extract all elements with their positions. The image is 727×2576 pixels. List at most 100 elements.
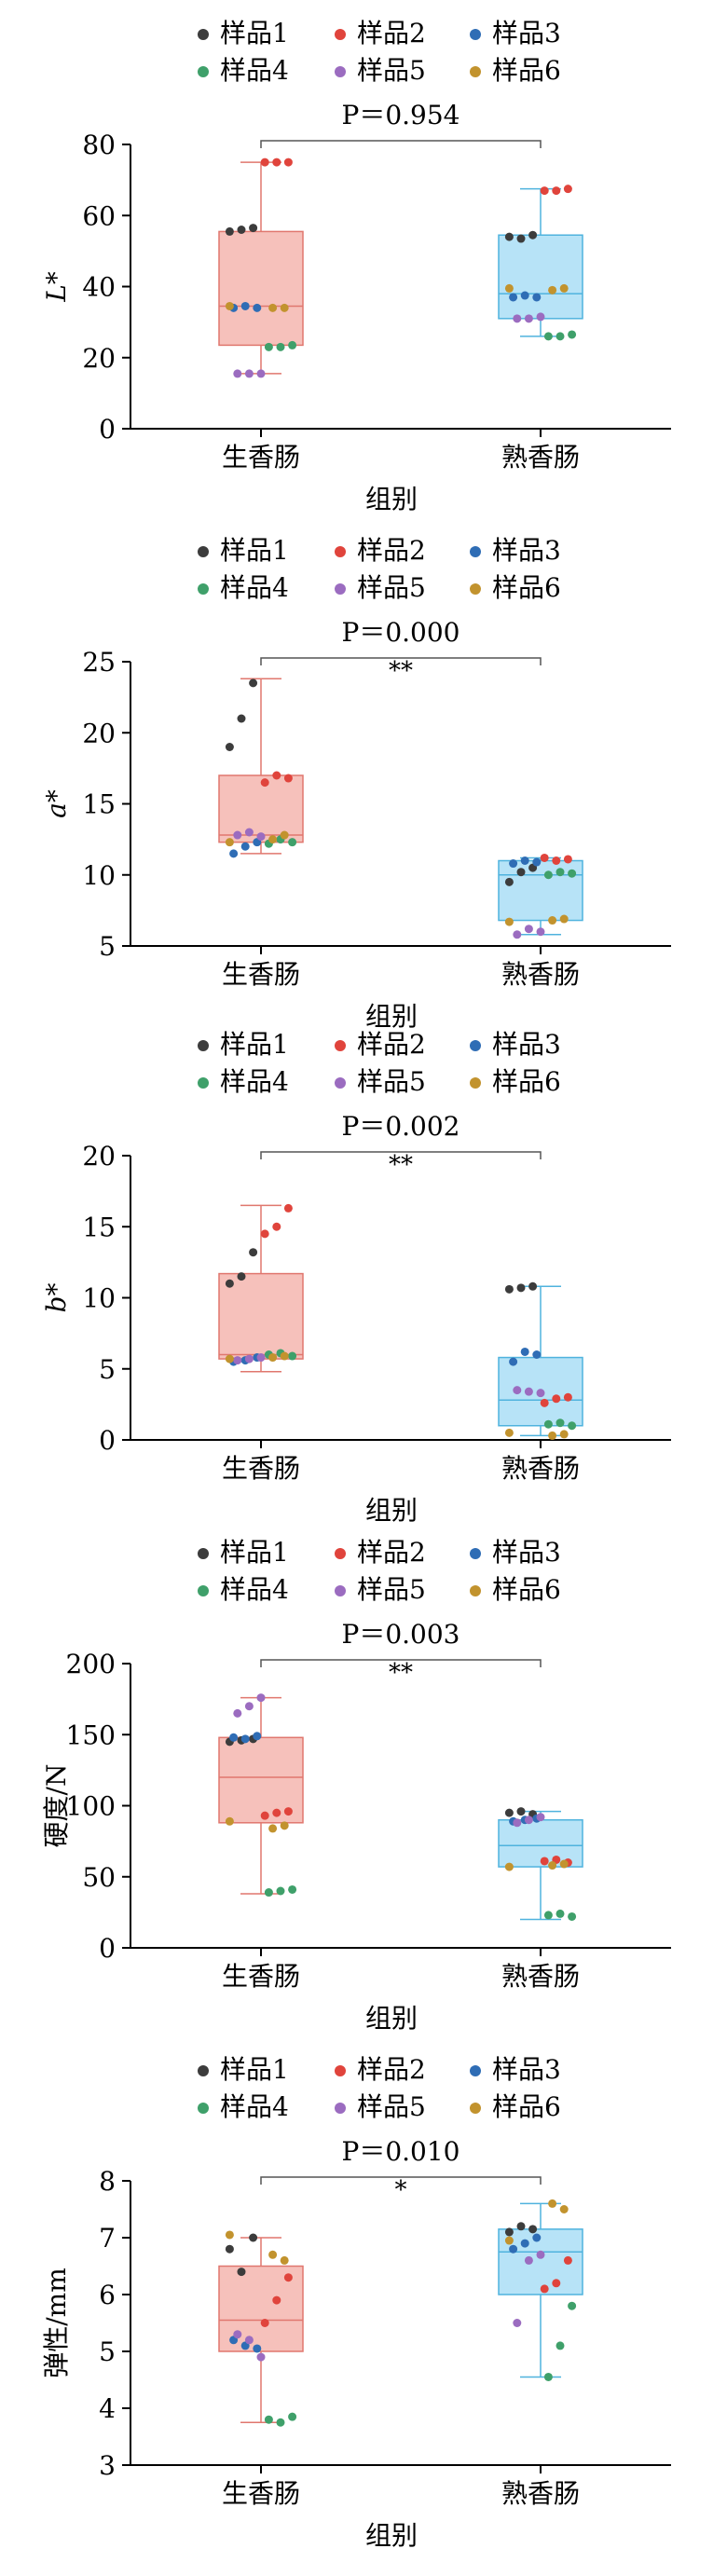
sample-point-5: [233, 369, 242, 378]
sample-point-4: [288, 2412, 297, 2421]
sample-point-3: [229, 849, 239, 858]
sample-point-1: [504, 2227, 514, 2237]
legend: 样品1 样品2 样品3 样品4 样品5 样品6: [198, 18, 561, 86]
sample-point-3: [509, 293, 518, 302]
sample-point-5: [244, 2336, 254, 2345]
y-tick-label: 3: [99, 2450, 116, 2481]
y-tick-label: 10: [82, 860, 116, 891]
legend-marker-4: [198, 583, 209, 595]
sample-point-3: [240, 1734, 250, 1744]
y-tick-label: 0: [99, 1933, 116, 1964]
legend-marker-5: [335, 66, 346, 77]
y-axis-label: 弹性/mm: [41, 2268, 72, 2378]
legend: 样品1 样品2 样品3 样品4 样品5 样品6: [198, 2054, 561, 2122]
sample-point-5: [536, 312, 545, 322]
legend-label-3: 样品3: [492, 2054, 561, 2085]
sample-point-2: [563, 855, 572, 864]
sample-point-2: [540, 1398, 549, 1407]
legend-marker-5: [335, 1077, 346, 1089]
sample-point-4: [568, 1911, 577, 1921]
sample-point-1: [249, 1248, 258, 1257]
panel-3: 样品1 样品2 样品3 样品4 样品5 样品6 P＝0.002 ** 0 5 10 15 20 b* 生香肠…: [41, 1029, 671, 1526]
legend-marker-3: [470, 546, 481, 557]
sample-point-5: [524, 925, 533, 934]
legend-marker-6: [470, 583, 481, 595]
sample-point-4: [264, 2415, 273, 2424]
sample-point-2: [540, 1857, 549, 1866]
p-value-text: P＝0.003: [342, 1619, 460, 1650]
x-tick-label: 生香肠: [222, 442, 300, 473]
sample-point-5: [536, 2250, 545, 2259]
legend-marker-6: [470, 2103, 481, 2114]
sample-point-3: [253, 303, 262, 312]
sample-point-4: [568, 1421, 577, 1431]
y-tick-label: 60: [82, 200, 116, 231]
significance-marker: **: [389, 1151, 413, 1179]
y-tick-label: 8: [99, 2166, 116, 2197]
legend-label-2: 样品2: [357, 18, 426, 48]
sample-point-1: [528, 1281, 538, 1291]
sample-point-1: [504, 1284, 514, 1294]
y-tick-label: 7: [99, 2223, 116, 2254]
legend-label-3: 样品3: [492, 18, 561, 48]
sample-point-2: [272, 2295, 281, 2305]
significance-marker: **: [389, 1659, 413, 1687]
y-axis-label: L*: [41, 271, 72, 303]
sample-point-5: [536, 1389, 545, 1398]
sample-point-1: [225, 226, 234, 236]
legend-marker-2: [335, 29, 346, 40]
sample-point-2: [260, 778, 269, 788]
sample-point-6: [268, 1824, 278, 1833]
sample-point-3: [520, 2239, 529, 2248]
sample-point-4: [543, 1911, 553, 1920]
legend-label-1: 样品1: [220, 2054, 289, 2085]
sample-point-3: [240, 842, 250, 851]
sample-point-2: [552, 856, 561, 865]
legend-label-4: 样品4: [220, 572, 289, 603]
x-tick-label: 熟香肠: [501, 959, 580, 990]
legend-marker-1: [198, 2065, 209, 2076]
legend: 样品1 样品2 样品3 样品4 样品5 样品6: [198, 1537, 561, 1605]
sample-point-2: [552, 186, 561, 196]
x-tick-label: 熟香肠: [501, 442, 580, 473]
sample-point-2: [563, 1392, 572, 1402]
sample-point-2: [283, 1203, 293, 1213]
sample-point-5: [513, 1818, 522, 1828]
sample-point-4: [568, 330, 577, 339]
legend-label-6: 样品6: [492, 2091, 561, 2122]
legend-marker-4: [198, 66, 209, 77]
x-tick-label: 熟香肠: [501, 1961, 580, 1992]
legend-label-6: 样品6: [492, 1066, 561, 1097]
sample-point-1: [516, 868, 526, 877]
legend-label-2: 样品2: [357, 535, 426, 566]
legend-marker-1: [198, 1548, 209, 1559]
x-tick-label: 生香肠: [222, 1453, 300, 1484]
y-tick-label: 20: [82, 343, 116, 374]
sample-point-6: [268, 835, 278, 844]
legend-label-1: 样品1: [220, 535, 289, 566]
sample-point-3: [509, 1357, 518, 1366]
sample-point-5: [536, 927, 545, 937]
sample-point-6: [280, 1351, 289, 1361]
sample-point-2: [552, 1394, 561, 1404]
legend-marker-6: [470, 1585, 481, 1596]
box-2: [498, 187, 583, 337]
y-tick-label: 80: [82, 130, 116, 160]
legend-marker-3: [470, 1548, 481, 1559]
legend-label-5: 样品5: [357, 1574, 426, 1605]
sample-point-6: [268, 2250, 278, 2259]
iqr-box: [498, 234, 583, 320]
legend-marker-5: [335, 1585, 346, 1596]
sample-point-1: [237, 1272, 246, 1281]
y-tick-label: 15: [82, 789, 116, 820]
sample-point-2: [563, 2255, 572, 2265]
legend-label-1: 样品1: [220, 1029, 289, 1060]
sample-point-3: [509, 2244, 518, 2254]
x-axis-label: 组别: [365, 1001, 418, 1032]
sample-point-4: [543, 870, 553, 880]
sample-point-2: [272, 1222, 281, 1231]
sample-point-4: [288, 1884, 297, 1894]
sample-point-2: [272, 1808, 281, 1817]
box-1: [218, 678, 304, 855]
sample-point-1: [516, 234, 526, 243]
